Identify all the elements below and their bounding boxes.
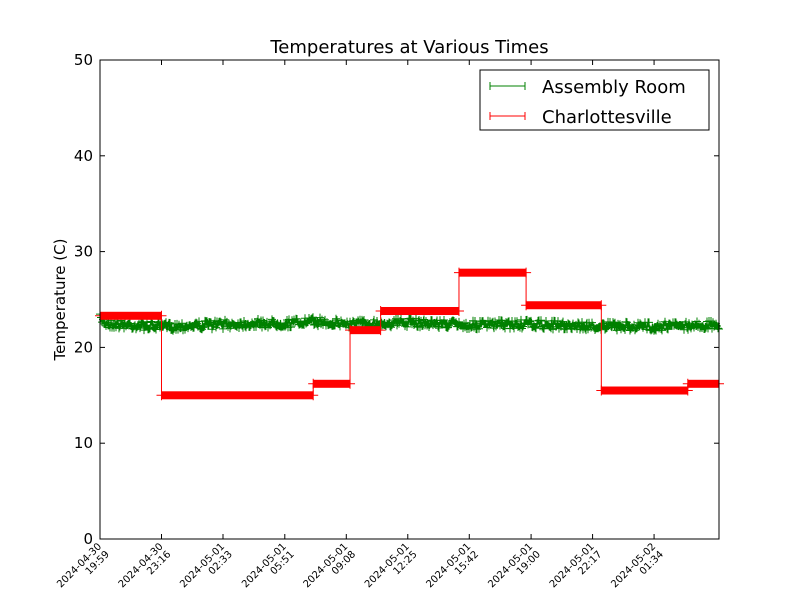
plot-frame: [99, 59, 720, 540]
series-assembly-room: [96, 310, 723, 335]
y-axis-label: Temperature (C): [51, 239, 69, 362]
y-tick-label: 0: [83, 530, 93, 548]
series-line: [99, 314, 721, 332]
legend-entry: Assembly Room: [489, 77, 686, 98]
y-tick-label: 50: [74, 51, 93, 69]
plot-area: [95, 267, 724, 401]
legend-label: Charlottesville: [542, 107, 672, 128]
y-tick-label: 20: [74, 338, 93, 356]
legend-marker: [489, 112, 526, 120]
legend-entry: Charlottesville: [489, 107, 672, 128]
series-line: [100, 272, 719, 396]
y-tick-label: 30: [74, 243, 93, 261]
legend-box: [479, 69, 710, 131]
legend-label: Assembly Room: [542, 77, 686, 98]
chart-title: Temperatures at Various Times: [269, 37, 548, 58]
legend: Assembly Room Charlottesville: [479, 69, 710, 131]
y-tick-label: 10: [74, 434, 93, 452]
legend-marker: [489, 82, 526, 90]
series-charlottesville: [95, 267, 724, 401]
y-tick-label: 40: [74, 147, 93, 165]
